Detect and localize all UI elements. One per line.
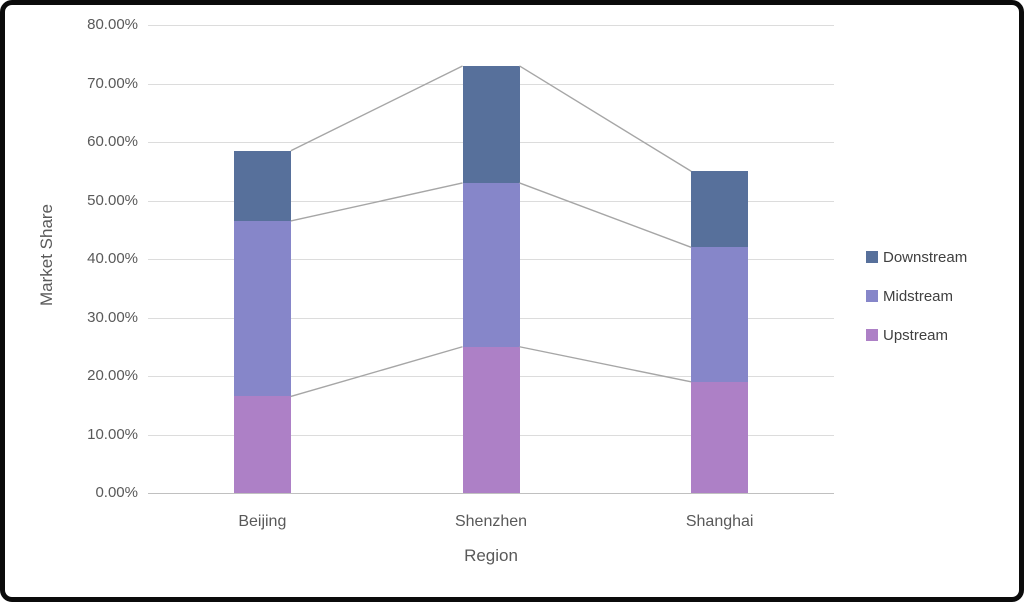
x-tick-label-shanghai: Shanghai — [685, 513, 754, 530]
bar-shenzhen-downstream — [462, 65, 520, 183]
series-line-midstream-1 — [519, 182, 692, 248]
legend: Downstream Midstream Upstream — [866, 247, 967, 345]
legend-label-upstream: Upstream — [883, 326, 949, 344]
series-line-midstream-0 — [290, 182, 463, 222]
bar-shanghai-downstream — [691, 171, 749, 248]
series-line-downstream-1 — [519, 65, 692, 172]
bar-beijing-upstream — [233, 396, 291, 493]
x-tick-label-shenzhen: Shenzhen — [454, 513, 528, 530]
y-tick-label-70: 70.00% — [87, 74, 138, 92]
legend-label-midstream: Midstream — [883, 287, 954, 305]
y-tick-label-30: 30.00% — [87, 308, 138, 326]
series-line-upstream-0 — [290, 346, 463, 398]
y-axis-title: Market Share — [37, 203, 56, 307]
y-tick-label-40: 40.00% — [87, 250, 138, 267]
bar-shenzhen-upstream — [462, 346, 520, 493]
x-axis-title: Region — [464, 546, 518, 565]
gridline-80 — [148, 25, 834, 26]
y-tick-label-80: 80.00% — [87, 16, 138, 33]
bar-beijing-midstream — [233, 220, 291, 397]
y-tick-label-0: 0.00% — [95, 484, 138, 501]
gridline-0 — [148, 493, 834, 494]
legend-item-upstream: Upstream — [866, 325, 967, 345]
series-line-downstream-0 — [290, 65, 463, 152]
legend-label-downstream: Downstream — [883, 248, 968, 266]
bar-shanghai-upstream — [691, 381, 749, 493]
y-tick-label-60: 60.00% — [87, 133, 138, 150]
legend-swatch-midstream — [866, 290, 878, 302]
y-tick-label-50: 50.00% — [87, 191, 138, 209]
bar-shanghai-midstream — [691, 247, 749, 382]
legend-swatch-upstream — [866, 329, 878, 341]
legend-item-midstream: Midstream — [866, 286, 967, 306]
legend-swatch-downstream — [866, 251, 878, 263]
legend-item-downstream: Downstream — [866, 247, 967, 267]
series-line-upstream-1 — [519, 346, 692, 383]
y-tick-label-20: 20.00% — [87, 367, 138, 384]
bar-shenzhen-midstream — [462, 182, 520, 347]
y-tick-label-10: 10.00% — [87, 425, 138, 443]
bar-beijing-downstream — [233, 150, 291, 221]
x-tick-label-beijing: Beijing — [238, 513, 287, 530]
